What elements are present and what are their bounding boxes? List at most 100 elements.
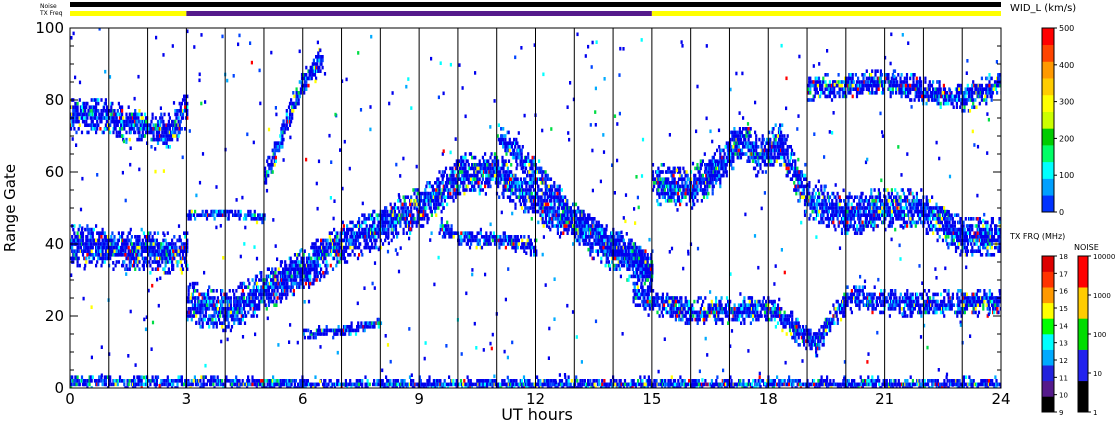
echo-cell (619, 382, 622, 387)
echo-cell (138, 260, 141, 264)
echo-cell (190, 299, 193, 304)
echo-cell (832, 379, 835, 383)
echo-cell (510, 191, 513, 196)
echo-cell (469, 166, 473, 171)
echo-cell (507, 379, 510, 383)
echo-cell (314, 242, 317, 246)
echo-cell (289, 289, 292, 293)
echo-cell (414, 188, 417, 192)
echo-cell (610, 386, 614, 388)
echo-cell (104, 123, 107, 127)
echo-cell (401, 202, 404, 207)
echo-cell (138, 130, 141, 135)
echo-cell (226, 317, 229, 322)
echo-cell (129, 242, 132, 246)
echo-cell (788, 375, 791, 379)
echo-cell (173, 245, 176, 250)
echo-cell (826, 379, 829, 383)
echo-cell (520, 181, 524, 185)
echo-cell (626, 386, 629, 388)
echo-cell (150, 119, 153, 124)
echo-cell (72, 109, 75, 113)
echo-cell (677, 379, 680, 383)
echo-cell (118, 375, 122, 379)
echo-cell (510, 173, 513, 178)
echo-cell (235, 375, 238, 379)
echo-cell (627, 263, 630, 268)
echo-cell (545, 191, 549, 196)
echo-cell (518, 382, 521, 387)
echo-cell (267, 303, 270, 307)
echo-cell (377, 382, 380, 387)
echo-cell (144, 260, 148, 264)
echo-cell (106, 235, 110, 239)
echo-cell (677, 386, 680, 388)
echo-cell (505, 170, 508, 174)
echo-cell (324, 256, 327, 261)
echo-cell (191, 292, 194, 297)
echo-cell (270, 386, 274, 388)
echo-cell (181, 98, 185, 102)
echo-cell (267, 289, 270, 293)
echo-cell (360, 224, 363, 228)
echo-cell (637, 274, 640, 279)
echo-cell (358, 227, 361, 232)
echo-cell (498, 166, 501, 171)
echo-cell (329, 379, 332, 383)
echo-cell (991, 379, 994, 383)
echo-cell (792, 382, 795, 387)
echo-cell (163, 249, 166, 253)
echo-cell (491, 177, 494, 181)
echo-cell (330, 386, 333, 388)
echo-cell (551, 224, 554, 228)
echo-cell (232, 310, 235, 315)
echo-cell (261, 299, 264, 304)
echo-cell (462, 166, 465, 171)
echo-cell (691, 382, 694, 387)
echo-cell (440, 209, 443, 214)
echo-cell (642, 267, 645, 271)
echo-cell (423, 386, 426, 388)
echo-cell (607, 260, 610, 264)
echo-cell (549, 227, 552, 232)
echo-cell (608, 267, 612, 271)
echo-cell (129, 127, 132, 131)
echo-cell (197, 303, 200, 307)
echo-cell (814, 386, 817, 388)
echo-cell (676, 382, 679, 387)
echo-cell (200, 382, 203, 387)
echo-cell (648, 379, 652, 383)
echo-cell (581, 379, 584, 383)
echo-cell (365, 238, 368, 243)
echo-cell (135, 123, 138, 127)
echo-cell (296, 274, 299, 279)
echo-cell (225, 379, 228, 383)
echo-cell (339, 245, 342, 250)
echo-cell (729, 386, 732, 388)
echo-cell (962, 379, 965, 383)
echo-cell (103, 382, 106, 387)
echo-cell (192, 310, 196, 315)
echo-cell (161, 260, 164, 264)
echo-cell (70, 238, 73, 243)
echo-cell (160, 242, 163, 246)
echo-cell (167, 112, 170, 117)
echo-cell (432, 188, 436, 192)
echo-cell (408, 375, 412, 379)
echo-cell (410, 217, 413, 221)
echo-cell (474, 166, 477, 171)
echo-cell (613, 382, 616, 387)
echo-cell (781, 379, 784, 383)
echo-cell (506, 184, 509, 189)
echo-cell (103, 379, 106, 383)
echo-cell (129, 119, 132, 124)
echo-cell (85, 123, 88, 127)
echo-cell (179, 127, 182, 131)
echo-cell (168, 127, 171, 131)
echo-cell (590, 390, 592, 394)
echo-cell (343, 260, 347, 264)
echo-cell (409, 202, 412, 207)
echo-cell (174, 112, 177, 117)
echo-cell (125, 245, 128, 250)
echo-cell (164, 137, 167, 142)
